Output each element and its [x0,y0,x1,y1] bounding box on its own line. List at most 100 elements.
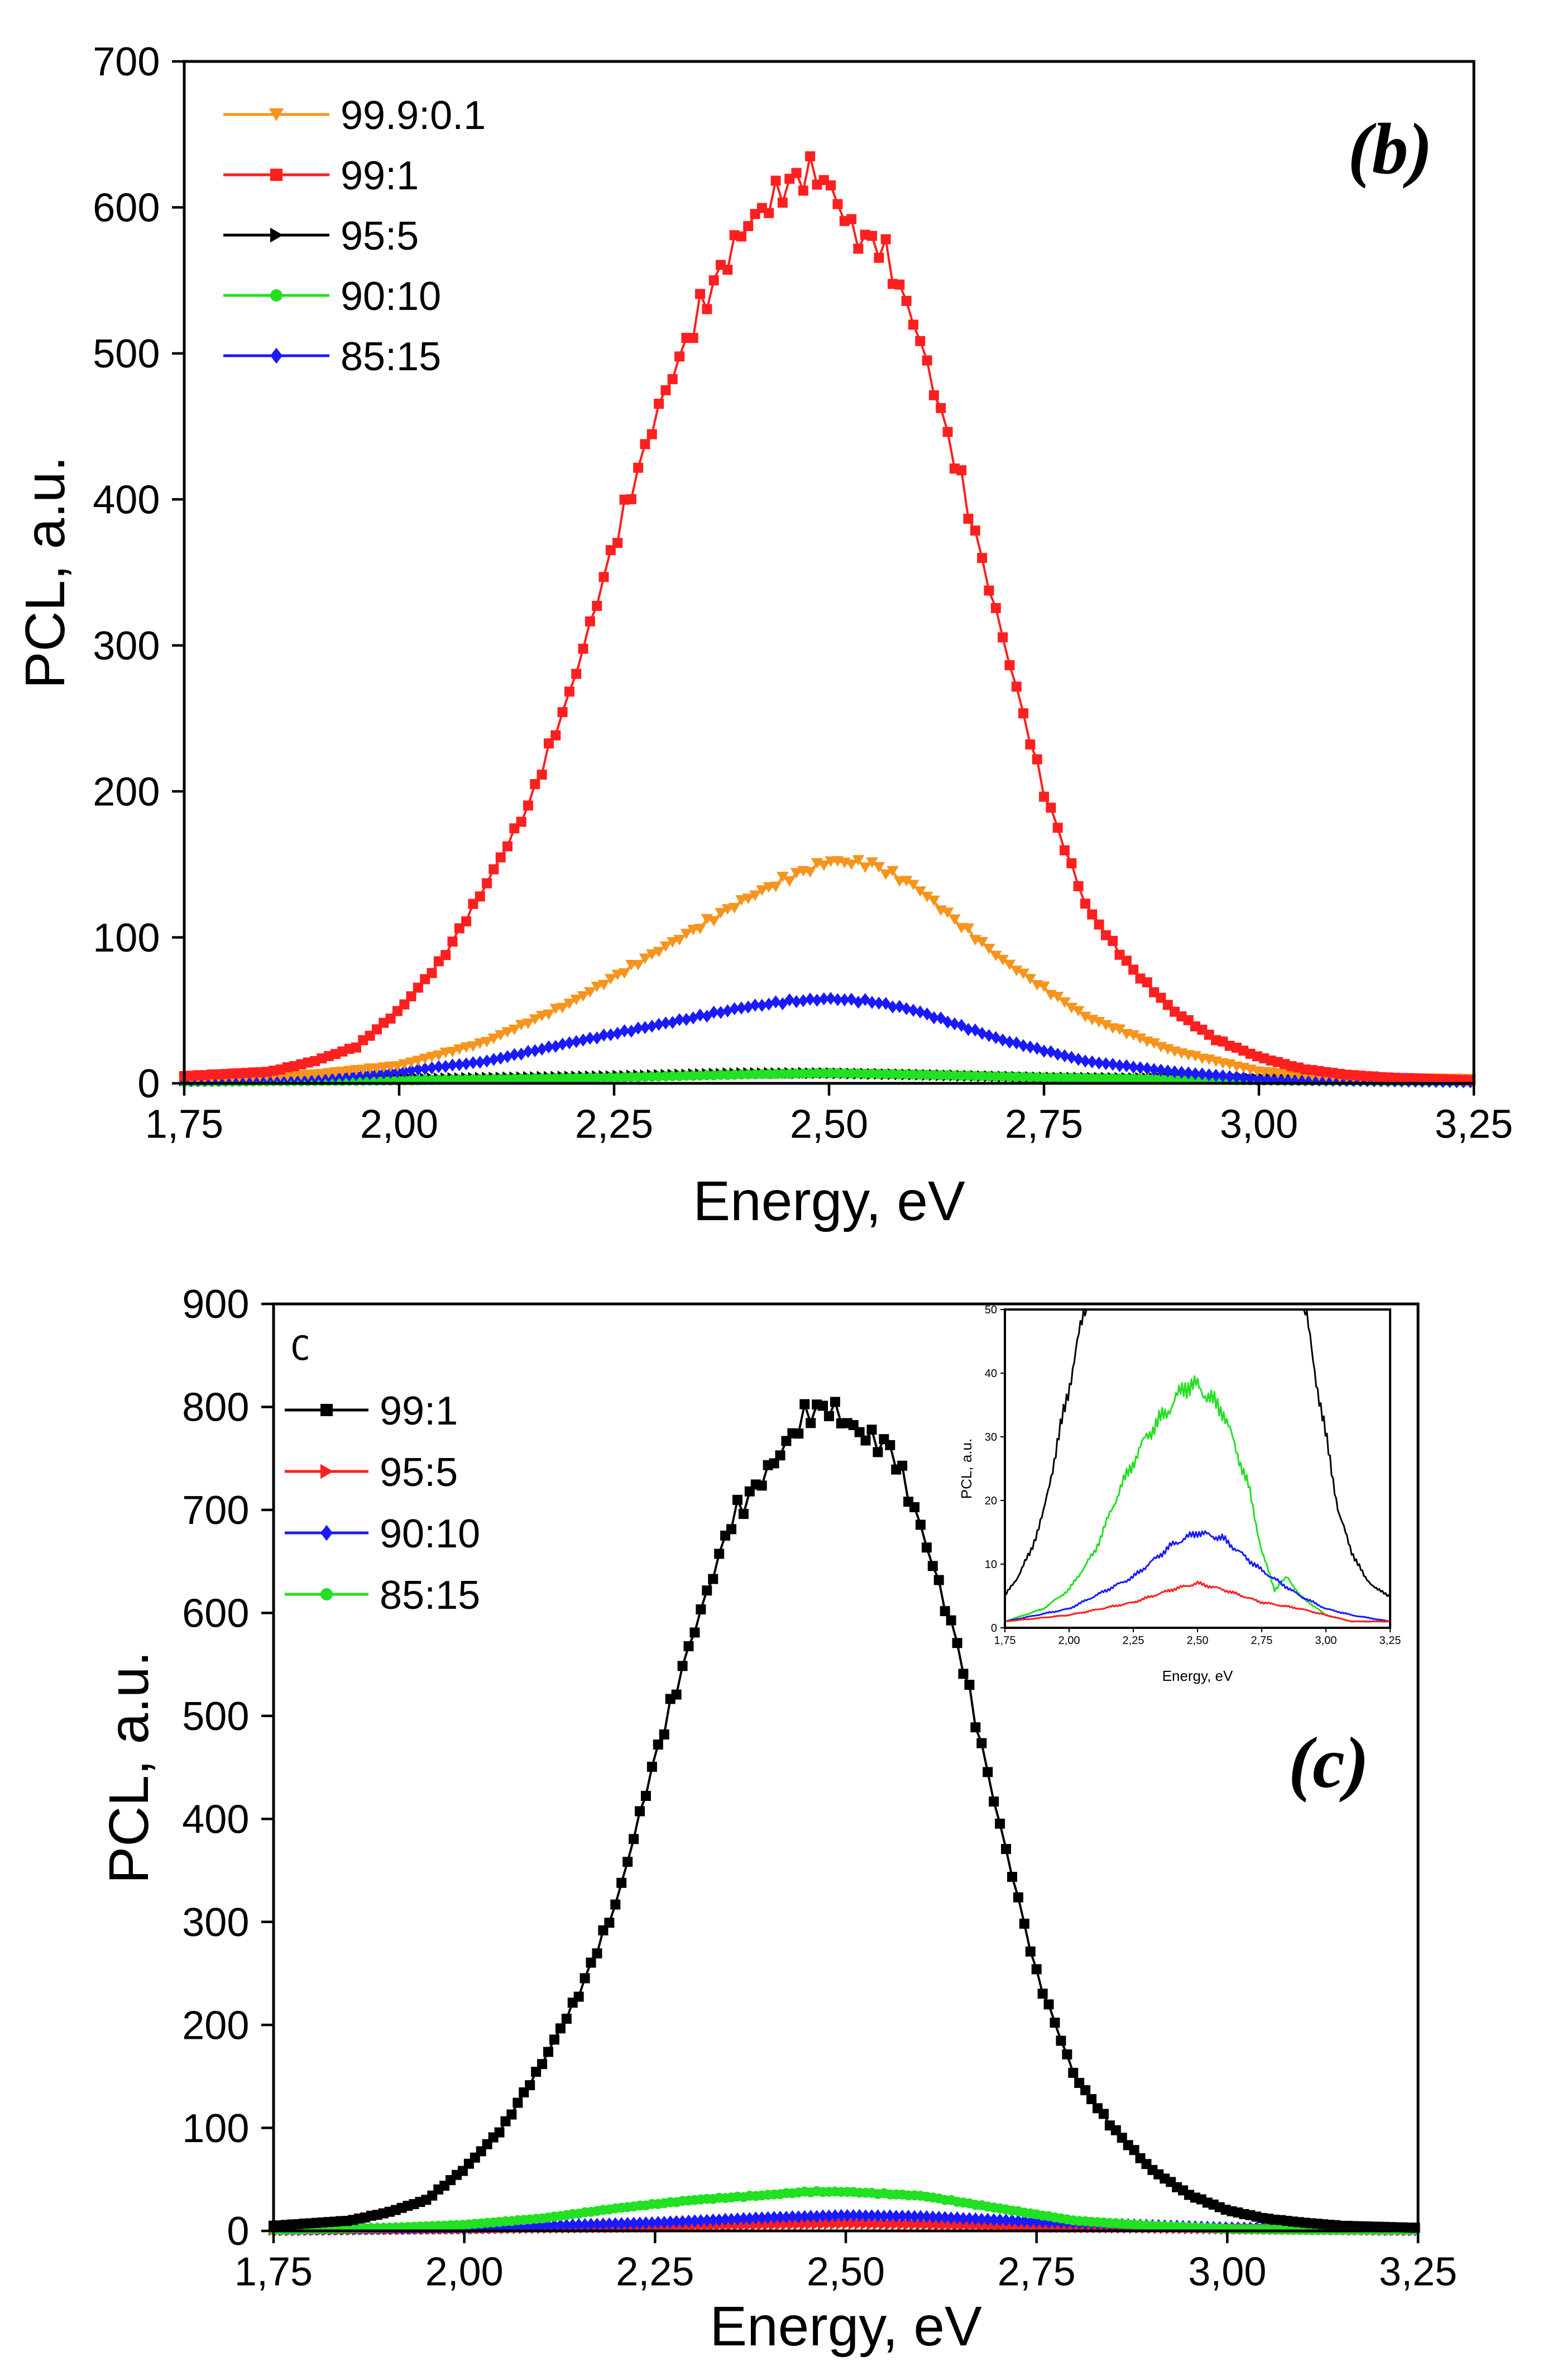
panel-b-data-point [578,1033,588,1047]
panel-c-data-point [909,2210,919,2223]
panel-b-data-point [908,319,918,330]
panel-b-data-point [598,1028,609,1042]
panel-b-data-point [1121,955,1132,966]
panel-c-data-point [629,1834,639,1844]
panel-c-data-point [866,1425,877,1435]
panel-b-data-point [983,944,995,954]
panel-b-data-point [495,1052,506,1065]
panel-b-data-point [537,1043,547,1056]
panel-c-data-point [933,1575,944,1585]
panel-c-data-point [921,2210,932,2224]
panel-c-data-point [683,1641,694,1651]
panel-b-data-point [826,180,836,191]
panel-c-x-tick-label: 2,75 [998,2250,1076,2295]
panel-b-data-point [502,841,513,852]
panel-b-data-point [1087,1055,1098,1069]
panel-b-data-point [791,168,802,178]
panel-c-tick-layer: 1,75 2,00 2,25 2,50 2,75 3,00 3,25010020030040… [182,1282,1457,2294]
panel-b-data-point [826,992,836,1005]
panel-c-data-point [1068,2067,1079,2078]
panel-c-data-point [763,2219,774,2231]
panel-b-data-point [1087,1073,1098,1083]
panel-c-y-tick-label: 500 [182,1694,249,1739]
panel-c-data-point [1056,2035,1066,2046]
panel-b-data-point [633,462,644,473]
panel-b-data-point [812,1068,822,1078]
panel-b-data-point [515,1020,528,1031]
panel-b-data-point [901,295,912,306]
inset-series-line [1005,1310,1390,1598]
panel-b-data-point [564,1036,574,1050]
panel-c-data-point [549,2034,559,2045]
panel-b-data-point [769,881,782,892]
panel-c-data-point [866,2218,878,2230]
panel-c-data-point [696,1604,706,1615]
panel-c-data-point [830,2209,840,2223]
panel-b-data-point [866,857,878,868]
panel-b-data-point [425,1052,438,1063]
panel-b-legend-marker [270,289,282,302]
panel-b-data-point [481,1036,493,1048]
panel-c-data-point [866,2209,877,2223]
panel-b-data-point [1094,919,1104,930]
panel-c-data-point [781,1436,792,1446]
panel-b-data-point [487,1033,500,1044]
panel-b-y-tick-label: 500 [93,332,160,376]
panel-b-data-point [784,993,795,1007]
panel-c-y-tick-label: 600 [182,1592,249,1636]
panel-b-data-point [1010,966,1023,977]
panel-b-data-point [846,992,857,1006]
panel-b-data-point [653,947,665,958]
panel-c-data-point [1043,1999,1054,2010]
panel-b-data-point [977,553,988,563]
panel-b-data-point [1266,1072,1276,1086]
inset-x-tick-label: 2,50 [1187,1635,1209,1647]
panel-c-data-point [677,2215,688,2228]
panel-b-data-point [688,333,698,343]
panel-c-data-point [604,1918,615,1928]
panel-c-data-point [756,2219,768,2231]
panel-c-data-point [775,2218,786,2231]
panel-c-data-point [671,2215,682,2229]
panel-c-data-point [1019,1918,1029,1929]
panel-b-data-point [1100,1020,1112,1031]
panel-b-data-point [530,1044,540,1058]
panel-c-legend-label: 85:15 [380,1573,480,1618]
panel-b-data-point [556,1002,569,1014]
panel-c-data-point [799,2218,811,2231]
panel-b-data-point [398,1059,411,1070]
panel-b-data-point [488,864,499,874]
panel-c-data-point [806,1418,816,1428]
panel-c-data-point [726,2212,736,2226]
panel-c-data-point [836,2209,846,2223]
panel-b-data-point [715,907,727,919]
panel-c-data-point [793,2218,804,2230]
panel-c-data-point [1043,2215,1054,2229]
panel-b-data-point [873,862,885,873]
panel-b-data-point [922,355,932,366]
panel-b-data-point [406,991,416,1002]
panel-b-data-point [990,603,1001,613]
panel-b-data-point [501,1027,514,1038]
panel-b-data-point [949,914,961,925]
panel-b-data-point [998,632,1008,643]
panel-c-data-point [1013,2214,1023,2228]
panel-b-data-point [997,954,1009,966]
panel-c-data-point [903,2218,914,2231]
panel-c-data-point [543,2219,553,2233]
panel-c-y-tick-label: 100 [182,2106,249,2151]
panel-b-data-point [936,1011,946,1025]
panel-c-data-point [537,2059,548,2070]
panel-c-data-point [604,2217,615,2231]
panel-b-data-point [894,1000,905,1014]
panel-b-y-tick-label: 100 [93,916,160,960]
panel-b-data-point [537,770,547,780]
panel-c-data-point [952,2219,963,2231]
panel-b-data-point [1024,974,1037,985]
panel-c-data-point [646,2216,657,2230]
panel-b-data-point [874,996,884,1010]
panel-b-data-point [962,923,975,934]
panel-b-data-point [1176,1065,1187,1079]
